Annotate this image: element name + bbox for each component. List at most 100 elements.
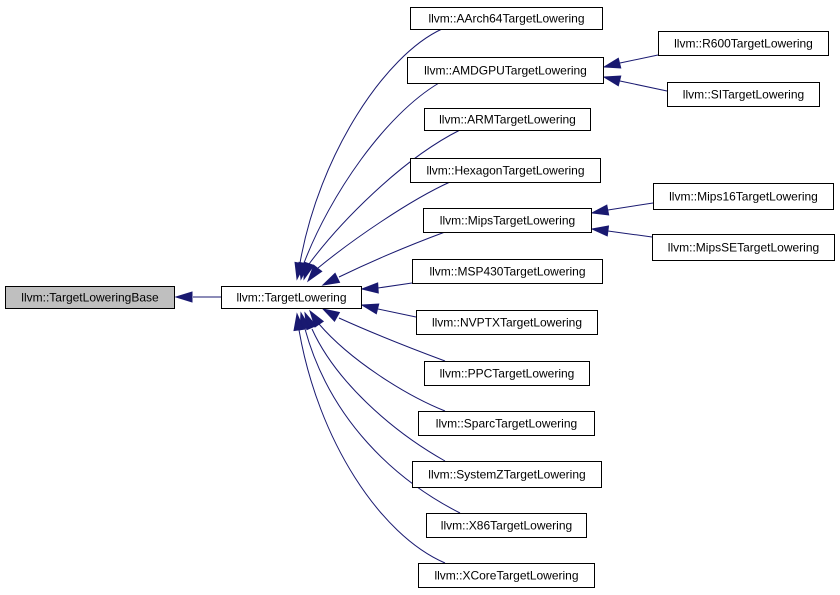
arrowhead-icon [321,308,341,323]
edges-layer [174,28,668,564]
node-label: llvm::X86TargetLowering [441,519,572,533]
arrowhead-icon [309,309,325,328]
node-label: llvm::AArch64TargetLowering [428,12,584,26]
class-node-x86[interactable]: llvm::X86TargetLowering [426,513,587,538]
edge-tl-to-base [174,291,221,303]
node-box [416,310,598,335]
edge-line [318,323,446,412]
class-node-hexagon[interactable]: llvm::HexagonTargetLowering [410,158,601,183]
arrowhead-icon [590,225,610,237]
edge-line [377,308,417,318]
node-box [412,461,602,488]
nodes-layer: llvm::TargetLoweringBase llvm::TargetLowe… [5,7,835,588]
arrowhead-icon [303,261,315,281]
node-box [667,82,820,107]
node-label: llvm::HexagonTargetLowering [426,164,584,178]
class-node-si[interactable]: llvm::SITargetLowering [667,82,820,107]
node-box [412,259,603,284]
class-node-arm[interactable]: llvm::ARMTargetLowering [424,108,591,131]
node-label: llvm::MSP430TargetLowering [429,265,585,279]
class-node-systemz[interactable]: llvm::SystemZTargetLowering [412,461,602,488]
node-label: llvm::ARMTargetLowering [439,113,576,127]
arrowhead-icon [360,282,379,294]
node-label: llvm::MipsSETargetLowering [668,241,819,255]
node-label: llvm::R600TargetLowering [674,37,813,51]
edge-mipsse-to-mips [590,225,653,238]
edge-xcore-to-tl [293,312,446,564]
node-label: llvm::SystemZTargetLowering [428,468,585,482]
node-label: llvm::PPCTargetLowering [440,367,575,381]
edge-line [299,28,443,264]
arrowhead-icon [602,75,622,87]
class-node-ppc[interactable]: llvm::PPCTargetLowering [424,361,590,386]
arrowhead-icon [590,204,610,216]
edge-line [311,328,446,462]
class-node-mipsse[interactable]: llvm::MipsSETargetLowering [652,234,835,261]
node-box [426,513,587,538]
edge-systemz-to-tl [304,311,446,462]
class-node-base: llvm::TargetLoweringBase [5,286,175,309]
node-label: llvm::AMDGPUTargetLowering [424,64,587,78]
node-label: llvm::TargetLoweringBase [21,291,159,305]
node-label: llvm::SITargetLowering [683,88,804,102]
edge-line [338,317,446,362]
node-box [418,563,595,588]
node-label: llvm::TargetLowering [236,291,346,305]
node-box [410,7,603,30]
class-node-amdgpu[interactable]: llvm::AMDGPUTargetLowering [407,57,604,84]
edge-line [317,181,451,269]
edge-line [303,82,440,264]
edge-line [338,231,446,278]
arrowhead-icon [174,291,193,303]
node-label: llvm::XCoreTargetLowering [434,569,578,583]
edge-si-to-amdgpu [602,75,668,92]
node-box [407,57,604,84]
class-node-r600[interactable]: llvm::R600TargetLowering [658,31,829,56]
edge-line [607,202,654,211]
class-node-tl[interactable]: llvm::TargetLowering [221,286,362,309]
edge-line [377,282,413,289]
node-box [423,208,592,233]
edge-line [619,54,659,64]
node-box [5,286,175,309]
class-node-msp430[interactable]: llvm::MSP430TargetLowering [412,259,603,284]
node-label: llvm::NVPTXTargetLowering [432,316,582,330]
class-node-xcore[interactable]: llvm::XCoreTargetLowering [418,563,595,588]
node-box [418,411,595,436]
node-box [410,158,601,183]
node-box [653,183,834,210]
edge-mips-to-tl [321,231,446,286]
edge-hexagon-to-tl [306,181,451,283]
node-box [221,286,362,309]
edge-mips16-to-mips [590,202,654,216]
edge-nvptx-to-tl [360,303,417,318]
edge-r600-to-amdgpu [602,54,659,69]
edge-line [304,328,461,514]
arrowhead-icon [306,264,323,283]
edge-line [308,129,461,265]
class-node-mips[interactable]: llvm::MipsTargetLowering [423,208,592,233]
node-label: llvm::MipsTargetLowering [440,214,575,228]
node-box [652,234,835,261]
edge-sparc-to-tl [309,309,446,412]
edge-arm-to-tl [303,129,461,281]
node-label: llvm::SparcTargetLowering [436,417,577,431]
edge-line [298,329,446,564]
node-box [658,31,829,56]
class-node-aarch64[interactable]: llvm::AArch64TargetLowering [410,7,603,30]
class-node-nvptx[interactable]: llvm::NVPTXTargetLowering [416,310,598,335]
node-box [424,361,590,386]
class-node-sparc[interactable]: llvm::SparcTargetLowering [418,411,595,436]
edge-ppc-to-tl [321,308,446,362]
class-node-mips16[interactable]: llvm::Mips16TargetLowering [653,183,834,210]
arrowhead-icon [321,272,341,286]
edge-msp430-to-tl [360,282,413,294]
arrowhead-icon [293,312,305,332]
edge-line [619,80,668,92]
edge-line [607,230,653,238]
arrowhead-icon [360,303,380,315]
node-box [424,108,591,131]
arrowhead-icon [602,57,622,69]
node-label: llvm::Mips16TargetLowering [669,190,818,204]
